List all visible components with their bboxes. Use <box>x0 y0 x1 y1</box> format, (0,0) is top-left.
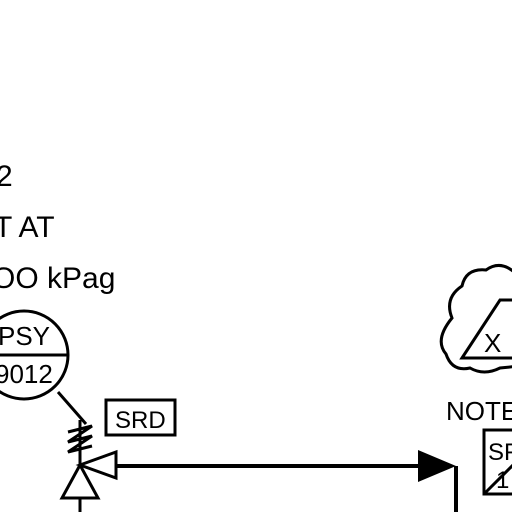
note-label: NOTE <box>446 396 512 426</box>
instrument-tag-bottom: 9012 <box>0 359 53 389</box>
note-line-1: 2 <box>0 160 13 193</box>
revision-letter: X <box>484 328 501 358</box>
srd-label: SRD <box>115 407 166 434</box>
bubble-leader-line <box>56 391 88 425</box>
arrowhead-icon <box>418 450 456 482</box>
valve-icon <box>59 449 118 512</box>
actuator-spring-icon <box>67 420 93 468</box>
note-line-3: OO kPag <box>0 262 115 295</box>
note-line-2: T AT <box>0 211 55 244</box>
right-tag-box: SF 1 <box>482 428 512 496</box>
revision-cloud-icon <box>439 264 512 374</box>
right-box-text-top: SF <box>488 439 512 466</box>
instrument-tag-top: PSY <box>0 321 50 351</box>
instrument-bubble: PSY 9012 <box>0 309 70 401</box>
srd-box: SRD <box>104 398 177 437</box>
right-box-text-bottom: 1 <box>496 467 509 494</box>
